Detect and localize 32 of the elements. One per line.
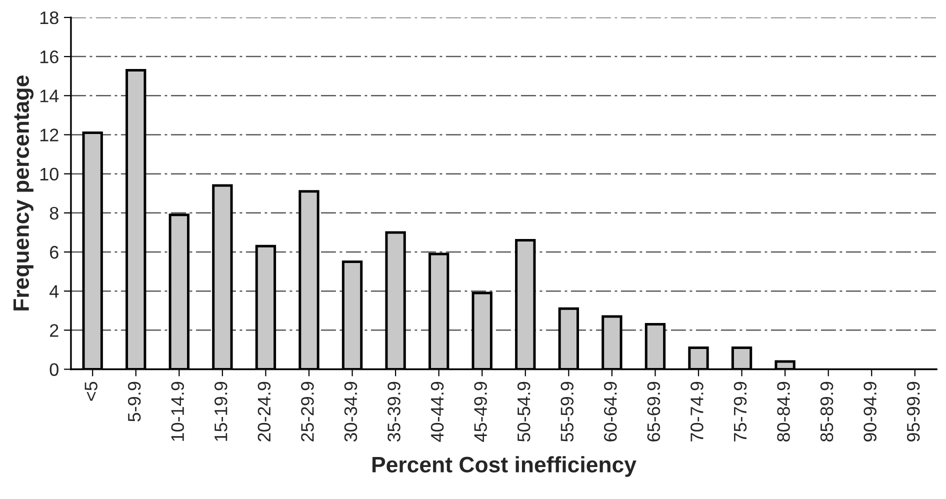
x-tick-label: <5 (84, 382, 98, 401)
x-tick-label: 95-99.9 (906, 382, 920, 442)
x-tick-label: 90-94.9 (864, 382, 876, 442)
x-tick-label: 10-14.9 (171, 382, 184, 441)
y-tick-label: 4 (50, 285, 59, 298)
x-tick-label: 25-29.9 (301, 382, 314, 442)
x-tick-label: 45-49.9 (474, 382, 487, 442)
x-axis-title: Percent Cost inefficiency (372, 456, 636, 477)
y-tick-label: 12 (40, 128, 58, 142)
x-tick-label: 35-39.9 (388, 382, 400, 442)
x-tick-label: 20-24.9 (258, 382, 271, 442)
x-tick-label: 80-84.9 (777, 382, 790, 442)
y-axis-title: Frequency percentage (14, 76, 34, 310)
x-tick-label: 5-9.9 (128, 382, 141, 422)
x-tick-label: 70-74.9 (690, 382, 704, 442)
x-tick-label: 75-79.9 (734, 382, 747, 442)
x-tick-label: 60-64.9 (604, 382, 617, 442)
y-tick-label: 2 (50, 324, 58, 337)
y-tick-label: 10 (40, 168, 58, 181)
y-tick-label: 6 (50, 246, 58, 259)
y-tick-label: 16 (40, 50, 58, 64)
y-tick-label: 14 (40, 90, 59, 102)
x-tick-label: 65-69.9 (647, 382, 660, 442)
x-tick-label: 50-54.9 (517, 382, 530, 442)
x-tick-label: 15-19.9 (214, 382, 228, 441)
x-tick-label: 85-89.9 (820, 382, 834, 442)
x-tick-label: 40-44.9 (430, 382, 444, 442)
y-tick-label: 18 (40, 11, 58, 24)
x-tick-label: 30-34.9 (344, 382, 358, 442)
y-tick-label: 0 (50, 363, 58, 376)
y-tick-label: 8 (50, 206, 58, 220)
x-tick-label: 55-59.9 (560, 382, 574, 442)
